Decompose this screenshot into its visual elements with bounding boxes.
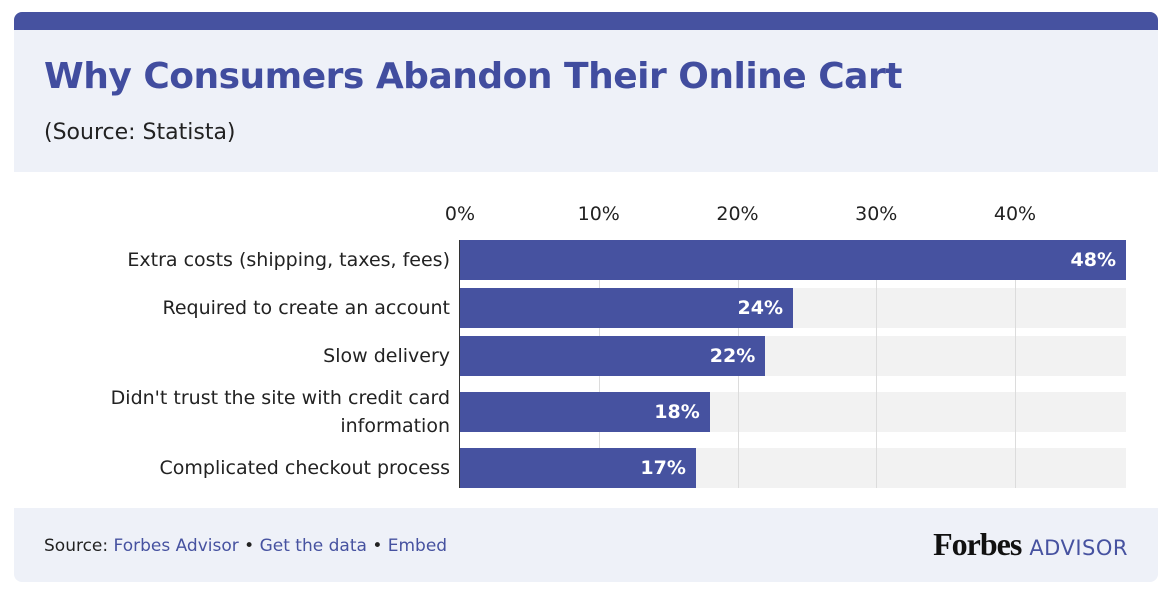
axis-line: [459, 240, 460, 488]
x-tick-label: 10%: [577, 203, 620, 225]
value-label: 24%: [737, 297, 783, 319]
y-tick-label: Required to create an account: [162, 297, 451, 319]
link[interactable]: Get the data: [259, 536, 367, 556]
header: [14, 30, 1158, 172]
bar-row: Extra costs (shipping, taxes, fees) 48%: [0, 240, 1172, 280]
value-label: 48%: [1070, 249, 1116, 271]
grid-line: [876, 240, 878, 488]
bar: 22%: [460, 336, 766, 376]
grid-line: [1015, 240, 1016, 488]
source-line: Source: Forbes Advisor • Get the data • …: [44, 536, 447, 556]
chart-subtitle: (Source: Statista): [44, 120, 236, 145]
x-tick-label: 0%: [444, 203, 476, 225]
x-tick-label: 20%: [716, 203, 759, 225]
source-label: Source:: [44, 536, 109, 556]
separator: •: [244, 536, 255, 556]
y-tick-label: Complicated checkout process: [159, 457, 450, 479]
y-tick-label: Didn't trust the site with credit card i…: [110, 387, 450, 437]
brand-suffix: ADVISOR: [1029, 536, 1128, 560]
bar-row: Didn't trust the site with credit card i…: [0, 384, 1172, 440]
brand-logo: Forbes ADVISOR: [933, 526, 1128, 563]
x-tick-label: 40%: [993, 203, 1037, 225]
brand-name: Forbes: [933, 526, 1022, 562]
footer: [14, 508, 1158, 582]
bar: 17%: [460, 448, 696, 488]
value-label: 17%: [640, 457, 686, 479]
bar-row: Required to create an account 24%: [0, 288, 1172, 328]
x-tick-label: 30%: [855, 203, 898, 225]
bar-row: Complicated checkout process 17%: [0, 448, 1172, 488]
bar: 18%: [460, 392, 710, 432]
chart-title: Why Consumers Abandon Their Online Cart: [44, 56, 902, 97]
value-label: 22%: [709, 345, 756, 367]
bar: 48%: [460, 240, 1126, 280]
bar-row: Slow delivery 22%: [0, 336, 1172, 376]
top-bar: [14, 12, 1158, 32]
link[interactable]: Forbes Advisor: [113, 536, 239, 556]
value-label: 18%: [654, 401, 700, 423]
y-tick-label: Slow delivery: [323, 345, 450, 367]
link[interactable]: Embed: [387, 536, 448, 556]
plot-rows: Extra costs (shipping, taxes, fees) 48% Re…: [0, 240, 1172, 496]
separator: •: [372, 536, 383, 556]
y-tick-label: Extra costs (shipping, taxes, fees): [127, 249, 450, 271]
bar: 24%: [460, 288, 793, 328]
